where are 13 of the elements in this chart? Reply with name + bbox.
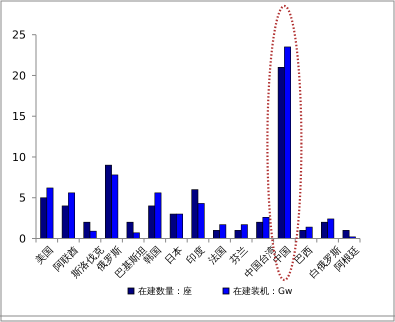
y-tick-label: 10 bbox=[12, 150, 26, 164]
x-tick-label: 日本 bbox=[162, 244, 186, 267]
legend-label: 在建数量：座 bbox=[138, 286, 192, 297]
y-tick-label: 0 bbox=[19, 232, 26, 246]
y-tick-label: 15 bbox=[12, 110, 26, 124]
y-tick-label: 20 bbox=[12, 69, 26, 82]
y-tick-label: 25 bbox=[12, 28, 26, 42]
y-tick-label: 5 bbox=[19, 192, 26, 205]
x-tick-label: 印度 bbox=[184, 244, 207, 267]
legend-label: 在建装机：Gw bbox=[233, 286, 292, 297]
x-tick-label: 芬兰 bbox=[228, 244, 250, 267]
x-tick-label: 巴西 bbox=[293, 244, 315, 267]
x-tick-label: 法国 bbox=[206, 244, 229, 267]
